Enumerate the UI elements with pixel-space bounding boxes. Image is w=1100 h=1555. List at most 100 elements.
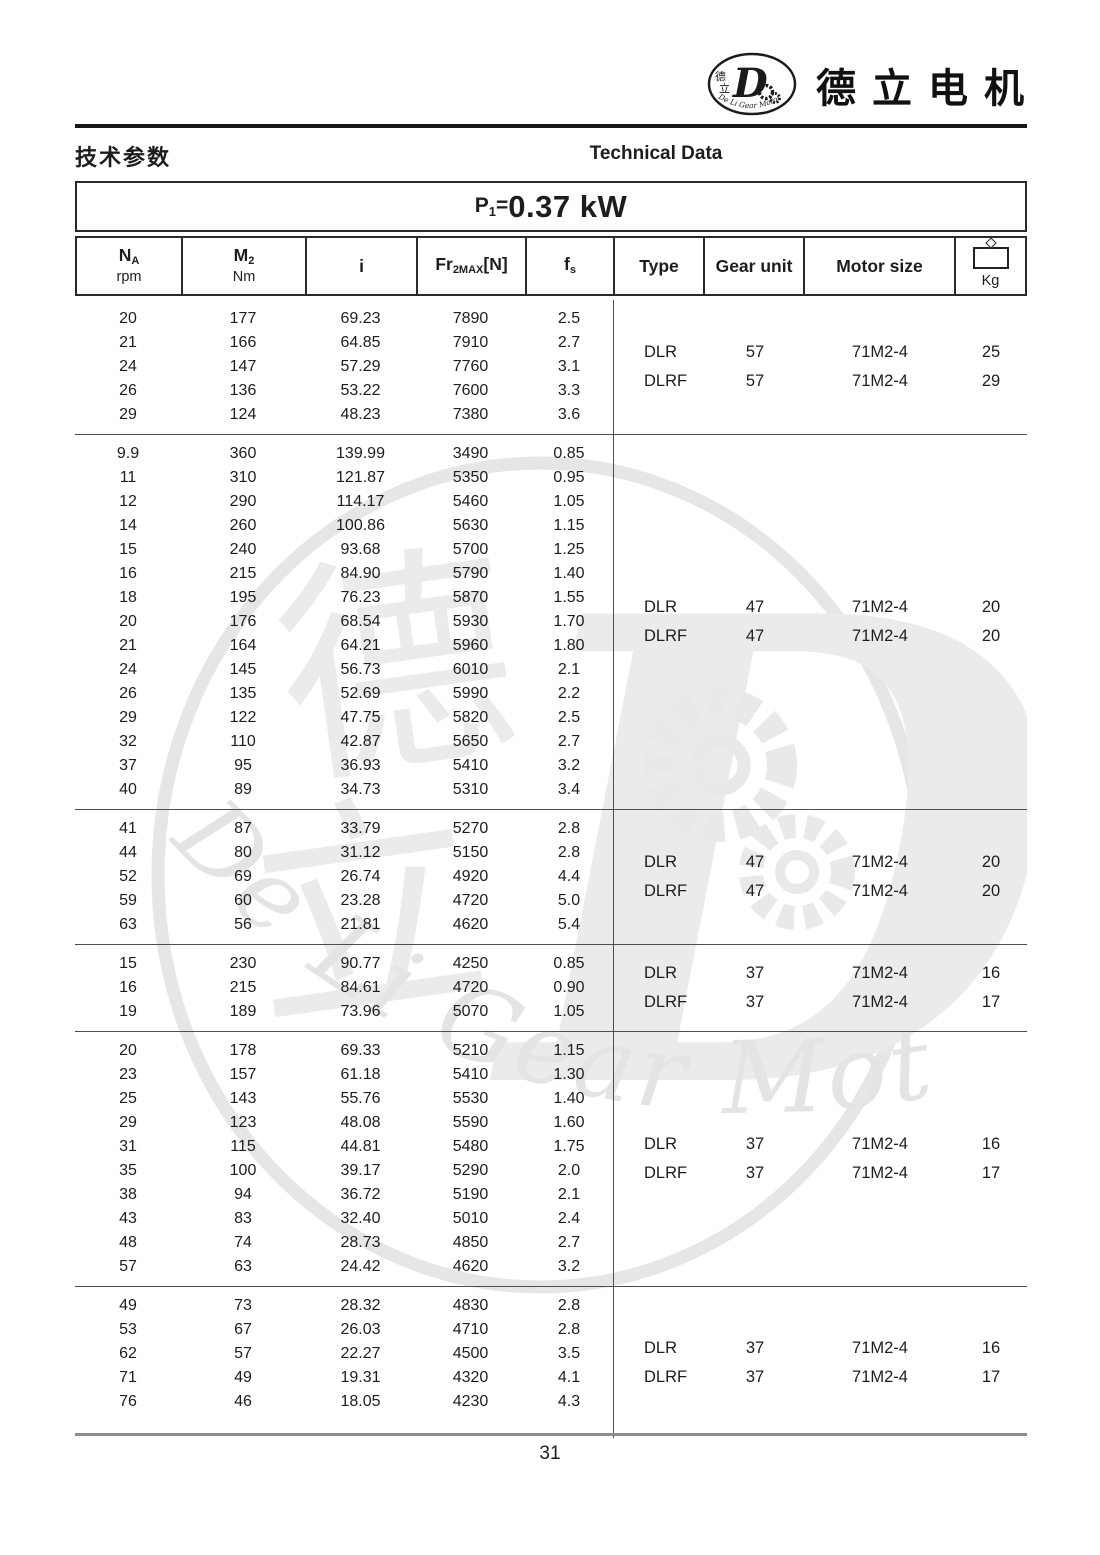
block-type-info: DLR 37 71M2-4 16 DLRF 37 71M2-4 17 — [613, 945, 1027, 1031]
table-row: 16 215 84.90 5790 1.40 — [75, 562, 613, 586]
cell-m2-nm: 49 — [234, 1369, 252, 1386]
cell-i: 48.08 — [340, 1114, 381, 1131]
cell-fs: 4.1 — [557, 1369, 581, 1386]
cell-i: 31.12 — [340, 844, 381, 861]
cell-fr2max-n: 4230 — [452, 1393, 489, 1410]
cell-fs: 2.5 — [557, 310, 581, 327]
cell-fr2max-n: 5590 — [452, 1114, 489, 1131]
cell-fs: 1.40 — [553, 565, 585, 582]
cell-fs: 1.40 — [553, 1090, 585, 1107]
cell-gear-unit: 47 — [745, 853, 765, 871]
cell-na-rpm: 29 — [119, 1114, 137, 1131]
block-data-rows: 41 87 33.79 5270 2.8 44 80 31.12 5150 2.8 52 69 26.7… — [75, 810, 613, 944]
cell-i: 28.32 — [340, 1297, 381, 1314]
cell-fr2max-n: 4250 — [452, 955, 489, 972]
cell-i: 90.77 — [340, 955, 381, 972]
cell-weight-kg: 29 — [981, 372, 1001, 390]
cell-gear-unit: 57 — [745, 343, 765, 361]
cell-m2-nm: 147 — [229, 358, 257, 375]
cell-motor-size: 71M2-4 — [852, 1367, 908, 1386]
cell-fs: 1.80 — [553, 637, 585, 654]
cell-m2-nm: 310 — [229, 469, 257, 486]
cell-na-rpm: 52 — [119, 868, 137, 885]
cell-i: 93.68 — [340, 541, 381, 558]
cell-na-rpm: 20 — [119, 1042, 137, 1059]
table-row: 29 122 47.75 5820 2.5 — [75, 706, 613, 730]
cell-i: 33.79 — [340, 820, 381, 837]
power-title-box: P1= 0.37 kW — [75, 181, 1027, 232]
cell-m2-nm: 157 — [229, 1066, 257, 1083]
table-block: 20 178 69.33 5210 1.15 23 157 61.18 5410 1.30 25 14… — [75, 1031, 1027, 1286]
cell-na-rpm: 21 — [119, 637, 137, 654]
table-row: 40 89 34.73 5310 3.4 — [75, 778, 613, 802]
company-logo-icon: 德 立 D De Li Gear Motor — [707, 52, 797, 116]
table-row: 9.9 360 139.99 3490 0.85 — [75, 442, 613, 466]
table-row: 12 290 114.17 5460 1.05 — [75, 490, 613, 514]
cell-fs: 2.7 — [557, 1234, 581, 1251]
cell-m2-nm: 83 — [234, 1210, 252, 1227]
cell-i: 47.75 — [340, 709, 381, 726]
table-block: 9.9 360 139.99 3490 0.85 11 310 121.87 5350 0.95 1… — [75, 434, 1027, 809]
cell-i: 64.85 — [340, 334, 381, 351]
cell-weight-kg: 20 — [981, 598, 1001, 616]
cell-i: 73.96 — [340, 1003, 381, 1020]
cell-i: 52.69 — [340, 685, 381, 702]
cell-fr2max-n: 7380 — [452, 406, 489, 423]
table-row: 32 110 42.87 5650 2.7 — [75, 730, 613, 754]
cell-fs: 1.05 — [553, 493, 585, 510]
cell-na-rpm: 43 — [119, 1210, 137, 1227]
cell-fr2max-n: 5150 — [452, 844, 489, 861]
cell-gear-unit: 47 — [745, 627, 765, 645]
cell-motor-size: 71M2-4 — [852, 964, 908, 982]
cell-i: 42.87 — [340, 733, 381, 750]
table-row: 76 46 18.05 4230 4.3 — [75, 1390, 613, 1414]
cell-type: DLRF — [644, 882, 688, 900]
cell-i: 24.42 — [340, 1258, 381, 1275]
cell-weight-kg: 16 — [981, 1135, 1001, 1153]
cell-na-rpm: 76 — [119, 1393, 137, 1410]
cell-fs: 3.1 — [557, 358, 581, 375]
table-row: 21 164 64.21 5960 1.80 — [75, 634, 613, 658]
cell-fr2max-n: 4720 — [452, 979, 489, 996]
table-row: 23 157 61.18 5410 1.30 — [75, 1063, 613, 1087]
cell-fr2max-n: 5350 — [452, 469, 489, 486]
type-row: DLR 37 71M2-4 16 — [614, 959, 1027, 988]
header-divider — [75, 124, 1027, 128]
type-row: DLR 37 71M2-4 16 — [614, 1130, 1027, 1159]
cell-i: 61.18 — [340, 1066, 381, 1083]
cell-gear-unit: 47 — [745, 882, 765, 900]
table-blocks: 20 177 69.23 7890 2.5 21 166 64.85 7910 2.7 24 147 5… — [75, 300, 1027, 1438]
cell-na-rpm: 32 — [119, 733, 137, 750]
cell-m2-nm: 177 — [229, 310, 257, 327]
cell-i: 39.17 — [340, 1162, 381, 1179]
block-data-rows: 20 177 69.23 7890 2.5 21 166 64.85 7910 2.7 24 147 5… — [75, 300, 613, 434]
cell-fs: 2.8 — [557, 820, 581, 837]
cell-motor-size: 71M2-4 — [852, 598, 908, 616]
cell-fr2max-n: 4620 — [452, 916, 489, 933]
page-number: 31 — [539, 1443, 561, 1464]
cell-type: DLRF — [644, 1367, 688, 1386]
block-type-info: DLR 47 71M2-4 20 DLRF 47 71M2-4 20 — [613, 810, 1027, 944]
cell-type: DLRF — [644, 627, 688, 645]
table-row: 53 67 26.03 4710 2.8 — [75, 1318, 613, 1342]
col-header-fr2max: Fr2MAX[N] — [418, 238, 527, 294]
col-header-i: i — [307, 238, 418, 294]
cell-fr2max-n: 7600 — [452, 382, 489, 399]
weight-icon — [972, 247, 1009, 270]
cell-fs: 1.60 — [553, 1114, 585, 1131]
type-row: DLR 57 71M2-4 25 — [614, 338, 1027, 367]
cell-gear-unit: 37 — [745, 993, 765, 1011]
cell-fs: 1.30 — [553, 1066, 585, 1083]
cell-motor-size: 71M2-4 — [852, 882, 908, 900]
col-header-type: Type — [615, 238, 705, 294]
table-row: 29 123 48.08 5590 1.60 — [75, 1111, 613, 1135]
cell-na-rpm: 20 — [119, 310, 137, 327]
cell-fs: 3.4 — [557, 781, 581, 798]
cell-m2-nm: 240 — [229, 541, 257, 558]
table-row: 44 80 31.12 5150 2.8 — [75, 841, 613, 865]
cell-m2-nm: 215 — [229, 979, 257, 996]
cell-fr2max-n: 7910 — [452, 334, 489, 351]
cell-na-rpm: 20 — [119, 613, 137, 630]
table-row: 14 260 100.86 5630 1.15 — [75, 514, 613, 538]
